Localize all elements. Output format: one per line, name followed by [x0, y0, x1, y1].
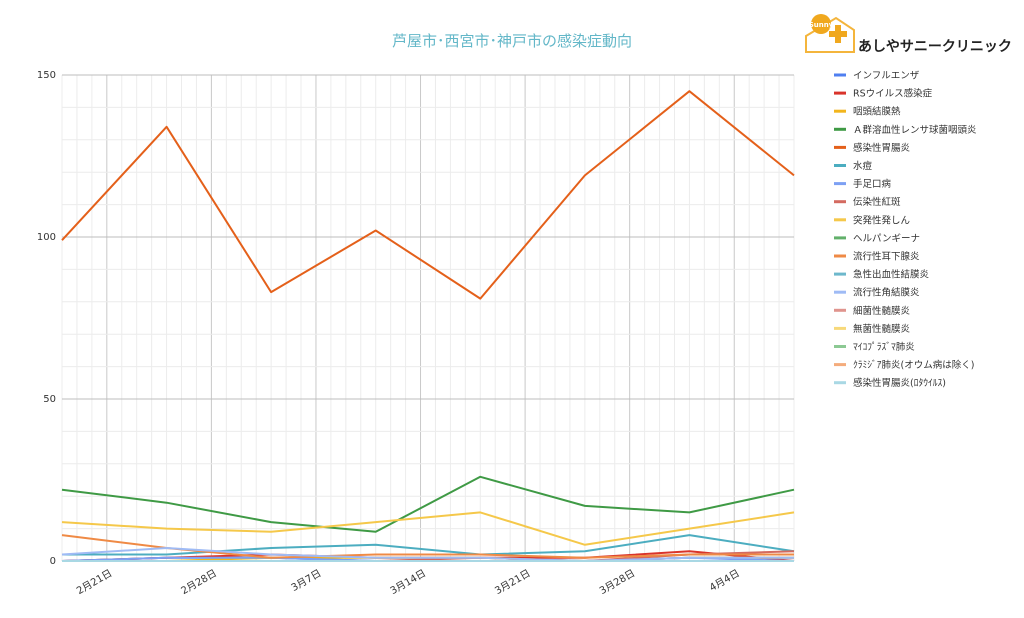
legend-label: 流行性耳下腺炎 [853, 251, 920, 263]
chart-title: 芦屋市･西宮市･神戸市の感染症動向 [392, 32, 632, 50]
x-axis-ticks: 2月21日 2月28日 3月7日 3月14日 3月21日 3月28日 4月4日 [74, 567, 741, 597]
x-tick-label: 2月21日 [74, 567, 114, 597]
legend-label: 流行性角結膜炎 [853, 287, 920, 299]
legend-label: 感染性胃腸炎 [853, 142, 911, 154]
x-tick-label: 3月14日 [388, 567, 428, 597]
legend-label: 手足口病 [853, 178, 892, 190]
logo-word: Sunny [809, 21, 834, 29]
series-line [61, 547, 794, 562]
legend-label: ｸﾗﾐｼﾞｱ肺炎(オウム病は除く) [853, 359, 974, 371]
chart-grid [61, 74, 795, 562]
x-tick-label: 2月28日 [179, 567, 219, 597]
legend-label: 水痘 [853, 160, 873, 172]
series-line [61, 511, 795, 546]
x-tick-label: 3月28日 [597, 567, 637, 597]
legend-label: 細菌性髄膜炎 [853, 305, 911, 317]
cross-icon-vertical [835, 25, 841, 43]
series-line [61, 90, 795, 300]
legend-label: インフルエンザ [853, 71, 920, 82]
legend-label: 咽頭結膜熱 [853, 106, 901, 118]
legend-label: RSウイルス感染症 [853, 88, 933, 100]
legend-label: Ａ群溶血性レンサ球菌咽頭炎 [853, 124, 977, 136]
legend-label: 無菌性髄膜炎 [853, 323, 911, 335]
series-line [61, 475, 795, 533]
x-tick-label: 3月7日 [289, 567, 323, 594]
legend-label: ﾏｲｺﾌﾟﾗｽﾞﾏ肺炎 [853, 342, 915, 353]
y-tick-label: 100 [37, 232, 56, 243]
y-tick-label: 50 [43, 394, 56, 405]
series-line [62, 534, 795, 556]
legend-label: 突発性発しん [853, 214, 910, 226]
y-tick-label: 150 [37, 70, 56, 81]
brand-logo: Sunny [805, 14, 855, 53]
legend-label: ヘルパンギーナ [853, 233, 920, 244]
y-tick-label: 0 [50, 556, 56, 567]
sun-icon [811, 14, 831, 34]
brand-name: あしやサニークリニック [858, 39, 1012, 55]
legend-label: 急性出血性結膜炎 [853, 269, 930, 281]
y-axis-ticks: 0 50 100 150 [37, 70, 56, 567]
house-outline-icon [805, 16, 855, 53]
x-tick-label: 4月4日 [707, 567, 741, 594]
legend-label: 感染性胃腸炎(ﾛﾀｳｲﾙｽ) [853, 377, 946, 389]
x-tick-label: 3月21日 [493, 567, 533, 597]
series-line [62, 550, 795, 562]
chart-series [61, 90, 795, 562]
legend-label: 伝染性紅斑 [853, 196, 901, 208]
